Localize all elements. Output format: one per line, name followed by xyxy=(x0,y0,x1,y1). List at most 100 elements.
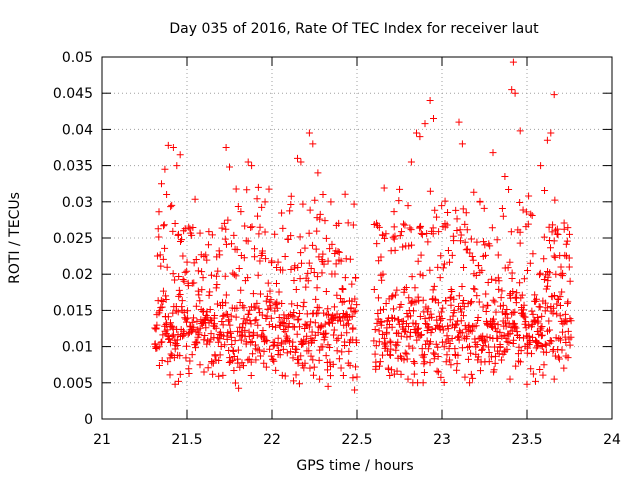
data-point xyxy=(494,251,502,259)
data-point xyxy=(309,356,317,364)
data-point xyxy=(182,354,190,362)
data-point xyxy=(211,352,219,360)
data-point xyxy=(386,337,394,345)
data-point xyxy=(453,366,461,374)
data-point xyxy=(462,246,470,254)
data-point xyxy=(237,336,245,344)
data-point xyxy=(460,263,468,271)
data-point xyxy=(491,352,499,360)
data-point xyxy=(216,335,224,343)
data-point xyxy=(186,357,194,365)
data-point xyxy=(416,223,424,231)
data-point xyxy=(401,349,409,357)
data-point xyxy=(289,338,297,346)
data-point xyxy=(193,317,201,325)
data-point xyxy=(459,205,467,213)
data-point xyxy=(211,312,219,320)
data-point xyxy=(307,265,315,273)
data-point xyxy=(440,379,448,387)
data-point xyxy=(311,196,319,204)
data-point xyxy=(519,206,527,214)
data-point xyxy=(237,286,245,294)
data-point xyxy=(373,240,381,248)
data-point xyxy=(489,296,497,304)
data-point xyxy=(429,230,437,238)
data-point xyxy=(526,338,534,346)
data-point xyxy=(299,200,307,208)
data-point xyxy=(297,249,305,257)
data-point xyxy=(311,319,319,327)
data-point xyxy=(223,335,231,343)
data-point xyxy=(564,354,572,362)
data-point xyxy=(279,345,287,353)
data-point xyxy=(236,363,244,371)
data-point xyxy=(382,342,390,350)
data-point xyxy=(324,382,332,390)
data-point xyxy=(275,313,283,321)
data-point xyxy=(223,311,231,319)
data-point xyxy=(327,372,335,380)
data-point xyxy=(520,275,528,283)
data-point xyxy=(495,285,503,293)
data-point xyxy=(287,266,295,274)
data-point xyxy=(234,346,242,354)
data-point xyxy=(164,141,172,149)
data-point xyxy=(247,224,255,232)
data-point xyxy=(496,328,504,336)
data-point xyxy=(523,380,531,388)
data-point xyxy=(436,274,444,282)
data-point xyxy=(396,185,404,193)
data-point xyxy=(534,317,542,325)
data-point xyxy=(542,341,550,349)
data-point xyxy=(529,310,537,318)
data-point xyxy=(181,268,189,276)
data-point xyxy=(407,226,415,234)
data-point xyxy=(554,296,562,304)
data-point xyxy=(186,225,194,233)
data-point xyxy=(478,266,486,274)
data-point xyxy=(339,372,347,380)
data-point xyxy=(264,279,272,287)
data-point xyxy=(461,373,469,381)
data-point xyxy=(277,318,285,326)
data-point xyxy=(381,234,389,242)
data-point xyxy=(543,136,551,144)
data-point xyxy=(249,350,257,358)
data-point xyxy=(374,294,382,302)
data-point xyxy=(481,338,489,346)
data-point xyxy=(509,58,517,66)
data-point xyxy=(553,310,561,318)
data-point xyxy=(426,359,434,367)
data-point xyxy=(271,230,279,238)
data-point xyxy=(169,144,177,151)
data-point xyxy=(202,251,210,259)
data-point xyxy=(411,359,419,367)
data-point xyxy=(470,285,478,293)
data-point xyxy=(550,292,558,300)
data-point xyxy=(261,228,269,236)
data-point xyxy=(313,284,321,292)
data-point xyxy=(164,358,172,366)
data-point xyxy=(411,284,419,292)
data-point xyxy=(414,293,422,301)
data-point xyxy=(221,272,229,280)
data-point xyxy=(560,225,568,233)
data-point xyxy=(463,226,471,234)
data-point xyxy=(495,350,503,358)
data-point xyxy=(391,232,399,240)
data-point xyxy=(346,255,354,263)
data-point xyxy=(404,375,412,383)
data-point xyxy=(310,336,318,344)
data-point xyxy=(443,332,451,340)
data-point xyxy=(457,308,465,316)
data-point xyxy=(482,290,490,298)
data-point xyxy=(252,316,260,324)
data-point xyxy=(501,310,509,318)
data-point xyxy=(212,324,220,332)
data-point xyxy=(238,359,246,367)
data-point xyxy=(284,337,292,345)
data-point xyxy=(156,251,164,259)
data-point xyxy=(275,288,283,296)
data-point xyxy=(414,324,422,332)
data-point xyxy=(472,271,480,279)
